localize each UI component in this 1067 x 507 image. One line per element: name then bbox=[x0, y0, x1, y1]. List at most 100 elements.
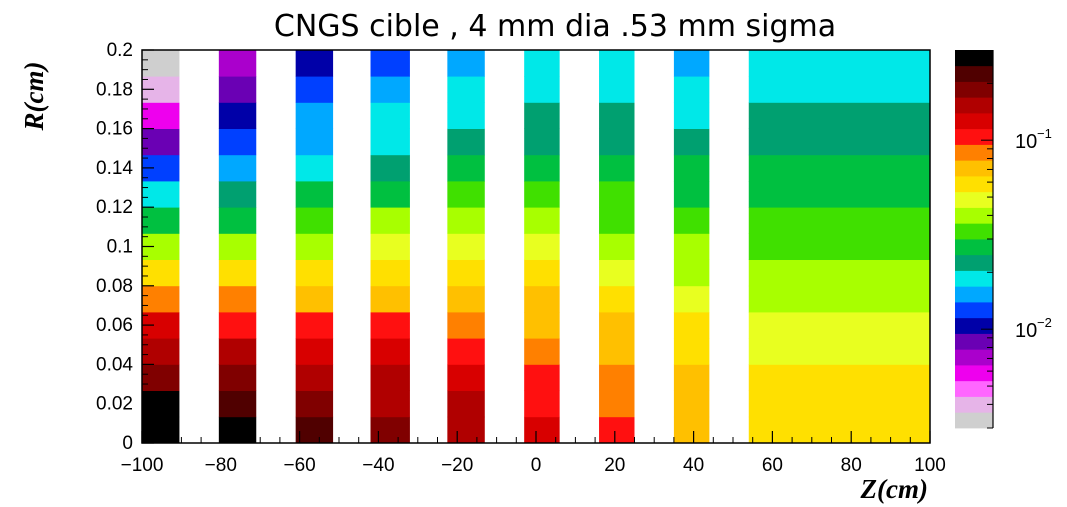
heatmap-cell bbox=[748, 416, 930, 444]
y-tick-label: 0 bbox=[122, 433, 133, 454]
colorbar-swatch bbox=[955, 97, 993, 114]
heatmap-cell bbox=[524, 181, 560, 208]
colorbar-swatch bbox=[955, 50, 993, 67]
colorbar-swatch bbox=[955, 65, 993, 82]
heatmap-cell bbox=[748, 259, 930, 287]
heatmap-cell bbox=[599, 416, 635, 444]
heatmap-cell bbox=[447, 364, 485, 391]
heatmap-cell bbox=[673, 102, 710, 129]
heatmap-cell bbox=[142, 128, 180, 156]
heatmap-cell bbox=[599, 338, 635, 365]
heatmap-cell bbox=[599, 128, 635, 156]
heatmap-cell bbox=[673, 285, 710, 313]
heatmap-cell bbox=[673, 259, 710, 287]
colorbar-swatch bbox=[955, 349, 993, 366]
colorbar-swatch bbox=[955, 144, 993, 161]
heatmap-cell bbox=[748, 312, 930, 339]
x-tick-label: 80 bbox=[841, 455, 862, 476]
chart-title: CNGS cible , 4 mm dia .53 mm sigma bbox=[274, 9, 836, 44]
x-tick-label: −20 bbox=[441, 455, 473, 476]
heatmap-cell bbox=[218, 50, 257, 77]
heatmap-cell bbox=[524, 338, 560, 365]
colorbar-swatch bbox=[955, 412, 993, 429]
heatmap-cell bbox=[295, 338, 334, 365]
colorbar-swatch bbox=[955, 223, 993, 240]
heatmap-cell bbox=[748, 76, 930, 103]
x-tick-label: −40 bbox=[362, 455, 394, 476]
heatmap-cell bbox=[218, 76, 257, 103]
heatmap-cell bbox=[447, 416, 485, 444]
heatmap-cell bbox=[599, 285, 635, 313]
heatmap-cell bbox=[295, 259, 334, 287]
heatmap-cell bbox=[748, 154, 930, 182]
heatmap-cell bbox=[370, 338, 410, 365]
heatmap-cell bbox=[370, 207, 410, 234]
heatmap-cell bbox=[295, 416, 334, 444]
heatmap-cell bbox=[673, 390, 710, 418]
colorbar-swatch bbox=[955, 365, 993, 382]
colorbar-swatch bbox=[955, 113, 993, 130]
heatmap-cell bbox=[370, 181, 410, 208]
x-tick-label: −60 bbox=[283, 455, 315, 476]
heatmap-cell bbox=[295, 102, 334, 129]
x-tick-label: 0 bbox=[531, 455, 542, 476]
heatmap-cell bbox=[218, 154, 257, 182]
colorbar-swatch bbox=[955, 239, 993, 256]
heatmap-cell bbox=[447, 181, 485, 208]
x-tick-label: 20 bbox=[604, 455, 625, 476]
heatmap-cell bbox=[218, 338, 257, 365]
heatmap-cell bbox=[218, 259, 257, 287]
colorbar-swatch bbox=[955, 128, 993, 145]
heatmap-cell bbox=[295, 312, 334, 339]
heatmap-cell bbox=[370, 416, 410, 444]
heatmap-cell bbox=[673, 364, 710, 391]
colorbar-swatch bbox=[955, 81, 993, 98]
heatmap-cell bbox=[673, 76, 710, 103]
heatmap-cell bbox=[524, 50, 560, 77]
y-tick-label: 0.18 bbox=[96, 79, 133, 100]
heatmap-cell bbox=[673, 154, 710, 182]
heatmap-cell bbox=[599, 102, 635, 129]
heatmap-cell bbox=[370, 390, 410, 418]
colorbar: 10−110−2 bbox=[955, 50, 1052, 429]
heatmap-cell bbox=[524, 102, 560, 129]
heatmap-cell bbox=[673, 233, 710, 260]
heatmap-cell bbox=[295, 76, 334, 103]
heatmap-cell bbox=[599, 154, 635, 182]
heatmap-cell bbox=[524, 233, 560, 260]
heatmap-cell bbox=[142, 207, 180, 234]
heatmap-cell bbox=[524, 312, 560, 339]
heatmap-cell bbox=[218, 364, 257, 391]
x-tick-label: 40 bbox=[683, 455, 704, 476]
y-tick-label: 0.06 bbox=[96, 315, 133, 336]
heatmap-cell bbox=[218, 416, 257, 444]
heatmap-cell bbox=[370, 233, 410, 260]
colorbar-tick-base: 10 bbox=[1015, 320, 1037, 342]
heatmap-cell bbox=[447, 102, 485, 129]
heatmap-cell bbox=[370, 312, 410, 339]
heatmap-cell bbox=[218, 285, 257, 313]
x-tick-label: 100 bbox=[914, 455, 946, 476]
heatmap-cell bbox=[447, 390, 485, 418]
heatmap-cell bbox=[447, 233, 485, 260]
heatmap-cells bbox=[142, 50, 930, 444]
heatmap-cell bbox=[599, 259, 635, 287]
heatmap-cell bbox=[370, 76, 410, 103]
y-tick-label: 0.12 bbox=[96, 197, 133, 218]
heatmap-cell bbox=[447, 154, 485, 182]
heatmap-cell bbox=[524, 364, 560, 391]
heatmap-cell bbox=[748, 338, 930, 365]
heatmap-cell bbox=[142, 259, 180, 287]
x-tick-label: 60 bbox=[762, 455, 783, 476]
heatmap-cell bbox=[447, 259, 485, 287]
heatmap-cell bbox=[524, 207, 560, 234]
colorbar-swatch bbox=[955, 176, 993, 193]
heatmap-cell bbox=[218, 312, 257, 339]
heatmap-cell bbox=[370, 50, 410, 77]
heatmap-cell bbox=[142, 181, 180, 208]
heatmap-cell bbox=[599, 181, 635, 208]
heatmap-cell bbox=[370, 102, 410, 129]
heatmap-cell bbox=[218, 102, 257, 129]
heatmap-cell bbox=[524, 285, 560, 313]
